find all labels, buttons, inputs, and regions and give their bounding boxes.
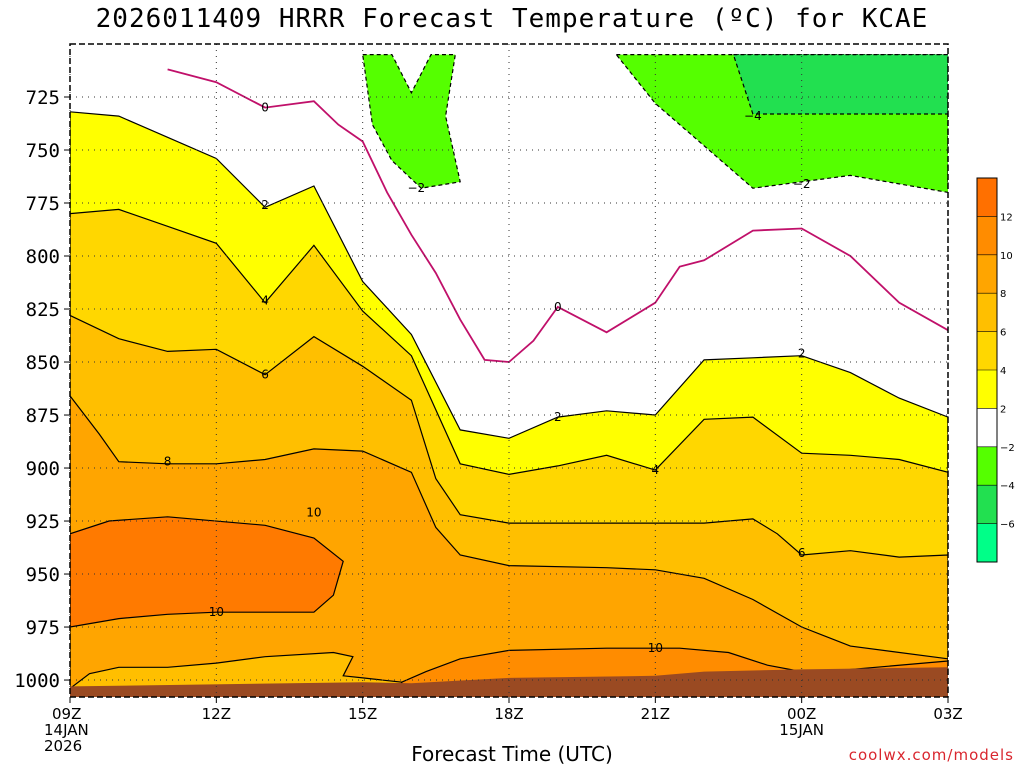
contour-label: 10 [648, 641, 663, 655]
contour-label: 2 [261, 198, 269, 212]
y-tick-label: 1000 [14, 670, 60, 692]
x-tick-year-label: 2026 [44, 737, 82, 755]
contour-label: 6 [798, 546, 806, 560]
x-tick-date-label: 14JAN [44, 721, 89, 739]
x-tick-label: 09Z [52, 705, 81, 723]
y-tick-label: 825 [26, 299, 60, 321]
x-tick-label: 03Z [933, 705, 962, 723]
colorbar-label: 6 [1000, 328, 1006, 339]
contour-line-10-1 [401, 647, 948, 697]
y-tick-label: 750 [26, 140, 60, 162]
contour-label: 8 [164, 455, 172, 469]
x-tick-date-label: 15JAN [779, 721, 824, 739]
colorbar-bin [977, 370, 997, 409]
x-axis-title: Forecast Time (UTC) [411, 742, 613, 766]
y-tick-label: 950 [26, 564, 60, 586]
colorbar-bin [977, 254, 997, 294]
y-tick-label: 800 [26, 246, 60, 268]
x-tick-label: 21Z [641, 705, 670, 723]
x-tick-label: 18Z [494, 705, 523, 723]
colorbar-bin [977, 293, 997, 332]
y-tick-label: 775 [26, 193, 60, 215]
contour-label: 4 [652, 463, 660, 477]
contour-line-minus2-1 [615, 53, 948, 194]
contour-label: −2 [793, 177, 811, 191]
contour-label: 0 [261, 101, 269, 115]
colorbar-label: 12 [1000, 212, 1013, 223]
contour-fill-minus2-0 [362, 54, 461, 189]
contour-line-6-0 [70, 314, 948, 697]
credit-link[interactable]: coolwx.com/models [848, 746, 1014, 764]
colorbar-bin [977, 216, 997, 255]
contour-fill-8-0 [70, 395, 948, 697]
colorbar-bin [977, 331, 997, 370]
contour-line-minus2-0 [362, 53, 461, 189]
y-tick-label: 875 [26, 405, 60, 427]
x-tick-label: 00Z [787, 705, 816, 723]
contour-label: −2 [407, 181, 425, 195]
ground-surface [70, 667, 948, 697]
chart-title: 2026011409 HRRR Forecast Temperature (ºC… [95, 4, 929, 34]
y-tick-label: 925 [26, 511, 60, 533]
contour-line-10-0 [70, 516, 344, 628]
y-tick-label: 725 [26, 87, 60, 109]
y-tick-label: 975 [26, 617, 60, 639]
contour-label: 10 [209, 605, 224, 619]
y-tick-label: 900 [26, 458, 60, 480]
contour-label: 10 [306, 506, 321, 520]
contour-label: 0 [554, 300, 562, 314]
colorbar-label: −6 [1000, 520, 1015, 531]
colorbar-bin [977, 178, 997, 217]
contour-line-4-0 [70, 208, 948, 697]
colorbar-bin [977, 485, 997, 524]
contour-line-2-0 [70, 111, 948, 697]
colorbar-label: 4 [1000, 366, 1006, 377]
contour-fill-10-0 [70, 516, 344, 627]
colorbar-label: 8 [1000, 289, 1006, 300]
x-tick-label: 12Z [202, 705, 231, 723]
contour-fill-minus4-0 [733, 54, 948, 114]
y-tick-label: 850 [26, 352, 60, 374]
colorbar-bin [977, 446, 997, 486]
colorbar-bin [977, 408, 997, 447]
contour-fills [70, 53, 948, 697]
colorbar-label: 10 [1000, 251, 1013, 262]
colorbar-label: 2 [1000, 404, 1006, 415]
colorbar-label: −2 [1000, 443, 1015, 454]
colorbar-label: −4 [1000, 481, 1015, 492]
colorbar-bin [977, 523, 997, 562]
x-tick-label: 15Z [348, 705, 377, 723]
contour-label: 6 [261, 368, 269, 382]
contour-label: 4 [261, 294, 269, 308]
contour-label: 2 [798, 347, 806, 361]
contour-label: −4 [744, 109, 762, 123]
contour-label: 2 [554, 410, 562, 424]
